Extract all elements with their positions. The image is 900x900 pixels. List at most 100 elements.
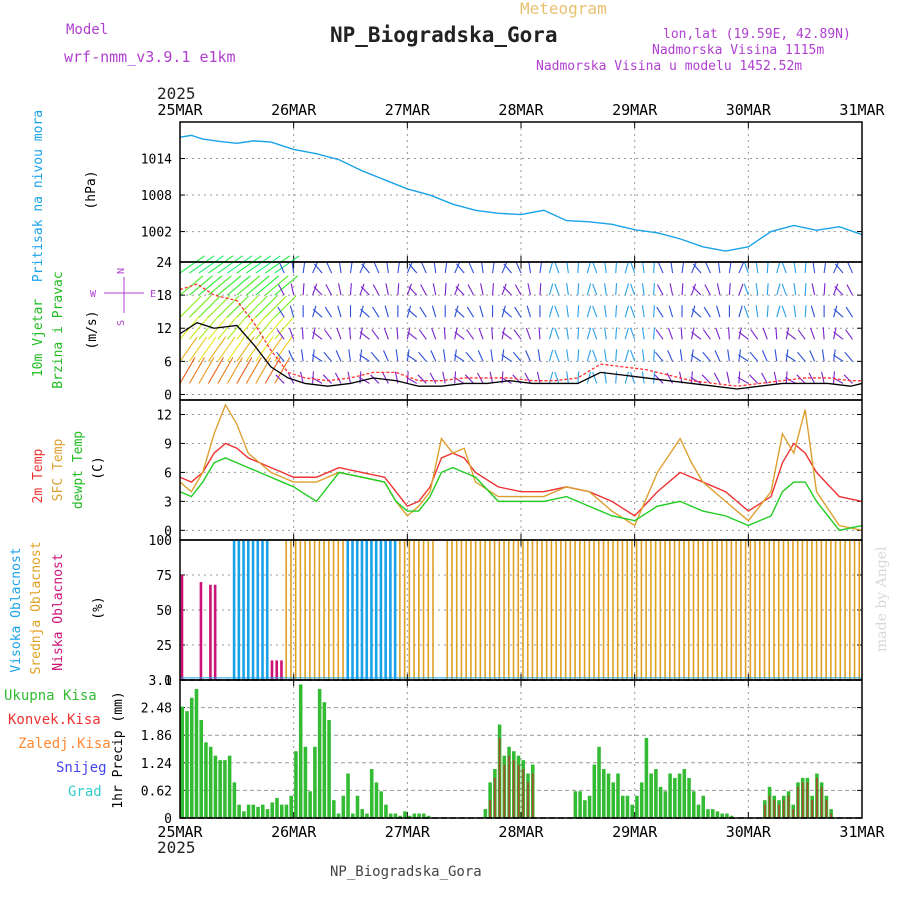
- wind-arrow: [418, 329, 427, 340]
- wind-arrow: [419, 306, 427, 318]
- wind-arrow: [833, 331, 844, 340]
- wind-arrow: [624, 349, 630, 362]
- wind-arrow: [615, 283, 618, 296]
- wind-arrow: [624, 371, 630, 384]
- wind-arrow: [359, 354, 370, 362]
- wind-arrow: [692, 263, 702, 274]
- wind-arrow: [727, 349, 730, 362]
- wind-arrow: [586, 283, 592, 296]
- wind-arrow: [324, 306, 333, 318]
- precip-bar: [369, 769, 374, 818]
- wind-arrow: [604, 305, 607, 318]
- precip-bar: [199, 720, 203, 818]
- precip-bar: [317, 688, 322, 818]
- wind-arrow: [255, 255, 281, 274]
- wind-arrow: [538, 327, 541, 340]
- wind-arrow: [255, 357, 272, 384]
- y-tick-label: 75: [156, 569, 172, 584]
- wind-arrow: [653, 261, 655, 274]
- wind-arrow: [501, 261, 508, 274]
- precip-bar: [668, 773, 672, 818]
- wind-arrow: [514, 284, 522, 296]
- wind-arrow: [667, 350, 674, 362]
- ylabel-wind: 10m Vjetar: [31, 299, 46, 377]
- precip-bar: [261, 804, 265, 818]
- wind-arrow: [785, 371, 788, 384]
- precip-bar-convective: [489, 800, 492, 818]
- wind-arrow: [785, 376, 796, 384]
- wind-arrow: [443, 327, 446, 340]
- wind-arrow: [653, 371, 655, 384]
- precip-bar: [246, 804, 251, 818]
- precip-bar: [682, 769, 687, 818]
- precip-bar: [587, 795, 592, 818]
- series-line-gust: [179, 283, 862, 387]
- wind-arrow: [288, 350, 295, 362]
- precip-bar: [403, 811, 407, 818]
- wind-arrow: [554, 371, 560, 384]
- wind-arrow: [406, 305, 412, 318]
- wind-arrow: [264, 336, 283, 362]
- precip-bar: [270, 802, 275, 818]
- wind-arrow: [615, 371, 618, 384]
- wind-arrow: [406, 376, 418, 384]
- y-tick-label: 1.24: [141, 757, 172, 772]
- wind-arrow: [274, 336, 293, 362]
- wind-arrow: [548, 261, 554, 274]
- wind-arrow: [431, 305, 437, 318]
- precip-bar: [483, 809, 488, 818]
- precip-bar-convective: [512, 760, 515, 818]
- precip-bar: [388, 813, 393, 818]
- wind-arrow: [774, 349, 778, 362]
- wind-arrow: [717, 261, 721, 274]
- precip-bar: [384, 804, 388, 818]
- wind-arrow: [442, 371, 446, 384]
- precip-bar: [625, 795, 630, 818]
- wind-arrow: [592, 305, 598, 318]
- wind-arrow: [198, 295, 221, 318]
- wind-arrow: [255, 336, 274, 362]
- precip-bar: [639, 782, 644, 818]
- precip-bar: [289, 795, 293, 818]
- wind-arrow: [755, 305, 759, 318]
- wind-arrow: [208, 255, 234, 274]
- precip-bar: [218, 760, 222, 818]
- wind-arrow: [641, 305, 645, 318]
- wind-arrow: [821, 371, 825, 384]
- precip-bar: [393, 813, 398, 818]
- ylabel-temp-unit: (C): [91, 456, 106, 479]
- wind-arrow: [501, 283, 507, 296]
- precip-bar: [644, 737, 649, 818]
- wind-arrow: [322, 374, 332, 384]
- panel-wind: 0 6 12 18 24 N W E S: [90, 255, 863, 403]
- wind-arrow: [289, 305, 295, 318]
- wind-arrow: [336, 327, 342, 340]
- ylabel-pressure-unit: (hPa): [84, 170, 99, 209]
- wind-arrow: [592, 371, 598, 384]
- wind-arrow: [395, 349, 399, 362]
- wind-arrow: [325, 284, 333, 296]
- wind-arrow: [274, 255, 300, 274]
- wind-arrow: [728, 283, 731, 296]
- series-line-speed: [179, 322, 863, 390]
- precip-bar-convective: [508, 755, 510, 818]
- wind-arrow: [287, 372, 295, 384]
- wind-arrow: [797, 329, 806, 340]
- wind-arrow: [361, 263, 370, 274]
- wind-arrow: [586, 305, 592, 318]
- ylabel-pressure: Pritisak na nivou mora: [31, 110, 46, 282]
- wind-arrow: [189, 255, 215, 274]
- precip-bar: [583, 800, 587, 818]
- wind-arrow: [338, 261, 342, 274]
- wind-arrow: [278, 284, 285, 296]
- y-tick-label: 1008: [141, 189, 172, 204]
- wind-arrow: [276, 329, 285, 340]
- wind-arrow: [334, 372, 342, 384]
- wind-arrow: [737, 376, 749, 384]
- precip-bar: [237, 804, 241, 818]
- precip-bar: [213, 755, 218, 818]
- wind-arrow: [302, 283, 305, 296]
- precip-bar: [279, 804, 284, 818]
- wind-arrow: [236, 255, 262, 274]
- wind-arrow: [766, 261, 769, 274]
